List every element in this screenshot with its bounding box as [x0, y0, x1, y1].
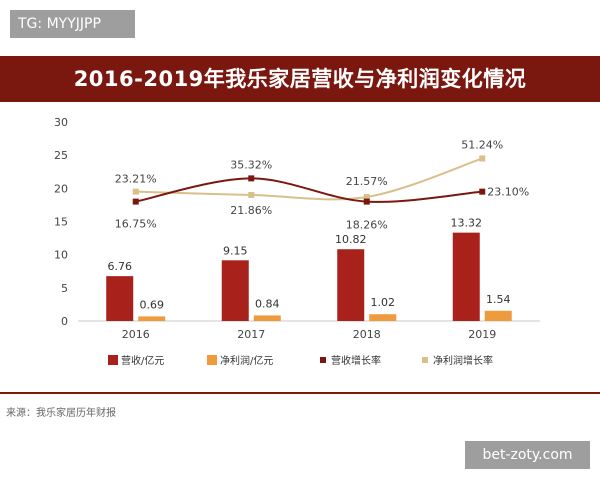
- legend-swatch: [320, 357, 326, 363]
- y-tick-label: 5: [61, 282, 68, 295]
- revenue-growth-point: [132, 198, 139, 205]
- net-profit-bar-label: 0.69: [140, 298, 165, 311]
- y-tick-label: 15: [54, 216, 68, 229]
- net-profit-growth-label: 51.24%: [461, 138, 503, 151]
- revenue-growth-line: [135, 177, 483, 203]
- y-tick-label: 10: [54, 249, 68, 262]
- legend-label: 净利润/亿元: [220, 354, 273, 367]
- x-tick-label: 2018: [353, 328, 381, 341]
- legend-label: 净利润增长率: [433, 354, 493, 367]
- legend-swatch: [422, 357, 428, 363]
- net-profit-growth-label: 23.21%: [115, 173, 157, 186]
- legend-swatch: [207, 355, 217, 365]
- legend-label: 营收增长率: [331, 354, 381, 367]
- revenue-growth-label: 16.75%: [115, 218, 157, 231]
- watermark-bottom: bet-zoty.com: [465, 441, 590, 469]
- net-profit-growth-point: [363, 193, 370, 200]
- revenue-bar-label: 10.82: [335, 233, 367, 246]
- revenue-growth-point: [363, 198, 370, 205]
- net-profit-bar-label: 1.54: [486, 293, 511, 306]
- y-tick-label: 25: [54, 149, 68, 162]
- watermark-top: TG: MYYJJPP: [10, 10, 135, 38]
- revenue-bar: [106, 276, 134, 321]
- divider: [0, 392, 600, 394]
- net-profit-growth-label: 21.57%: [346, 175, 388, 188]
- net-profit-bar: [253, 315, 281, 321]
- revenue-growth-point: [248, 175, 255, 182]
- revenue-bar-label: 13.32: [451, 217, 483, 230]
- revenue-bar: [221, 260, 249, 321]
- revenue-growth-label: 35.32%: [230, 158, 272, 171]
- source-note: 来源：我乐家居历年财报: [6, 408, 116, 419]
- y-tick-label: 30: [54, 116, 68, 129]
- revenue-bar: [452, 232, 480, 321]
- y-tick-label: 20: [54, 182, 68, 195]
- x-tick-label: 2019: [468, 328, 496, 341]
- revenue-growth-label: 23.10%: [487, 186, 529, 199]
- revenue-bar-label: 6.76: [108, 260, 133, 273]
- revenue-growth-label: 18.26%: [346, 219, 388, 232]
- net-profit-bar-label: 0.84: [255, 297, 280, 310]
- x-tick-label: 2016: [122, 328, 150, 341]
- x-tick-label: 2017: [237, 328, 265, 341]
- revenue-bar: [337, 249, 365, 321]
- net-profit-bar: [369, 314, 397, 321]
- net-profit-growth-line: [135, 157, 483, 201]
- net-profit-growth-point: [248, 191, 255, 198]
- net-profit-growth-label: 21.86%: [230, 204, 272, 217]
- net-profit-growth-point: [132, 188, 139, 195]
- net-profit-bar-label: 1.02: [371, 296, 396, 309]
- net-profit-bar: [484, 310, 512, 321]
- net-profit-bar: [138, 316, 166, 321]
- y-tick-label: 0: [61, 315, 68, 328]
- revenue-bar-label: 9.15: [223, 244, 248, 257]
- chart-title: 2016-2019年我乐家居营收与净利润变化情况: [0, 56, 600, 102]
- revenue-growth-point: [479, 188, 486, 195]
- legend-label: 营收/亿元: [121, 354, 164, 367]
- net-profit-growth-point: [479, 155, 486, 162]
- legend-swatch: [108, 355, 118, 365]
